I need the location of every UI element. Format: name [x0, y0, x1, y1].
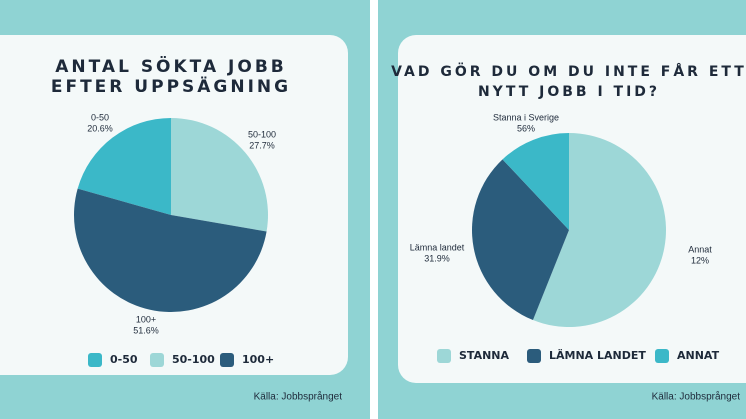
legend-label: LÄMNA LANDET [549, 348, 646, 362]
chart-title: ANTAL SÖKTA JOBB [55, 55, 286, 77]
legend-swatch [220, 353, 234, 367]
slice-label: Stanna i Sverige [493, 112, 559, 122]
legend-label: ANNAT [677, 349, 720, 362]
source: Källa: Jobbsprånget [652, 391, 741, 403]
slice-value-label: 20.6% [87, 123, 113, 133]
slice-value-label: 12% [691, 255, 709, 265]
slice-label: Annat [688, 244, 712, 254]
pie-slice [502, 133, 569, 230]
chart-title: NYTT JOBB I TID? [478, 84, 660, 100]
slice-label: Lämna landet [410, 242, 465, 252]
slice-value-label: 27.7% [249, 140, 275, 150]
chart-title: EFTER UPPSÄGNING [51, 75, 291, 97]
legend-label: STANNA [459, 349, 509, 362]
pie-slice [532, 133, 667, 328]
legend-swatch [527, 349, 541, 363]
legend-swatch [437, 349, 451, 363]
slice-label: 50-100 [248, 129, 276, 139]
legend-swatch [655, 349, 669, 363]
legend-swatch [88, 353, 102, 367]
legend-label: 100+ [242, 353, 274, 366]
pie-slice [77, 118, 171, 215]
legend-swatch [150, 353, 164, 367]
legend-label: 0-50 [110, 353, 138, 366]
pie-slice [472, 159, 569, 321]
chart-title: VAD GÖR DU OM DU INTE FÅR ETT [391, 62, 746, 80]
source: Källa: Jobbsprånget [254, 391, 343, 403]
slice-value-label: 31.9% [424, 253, 450, 263]
pie-slice [171, 118, 268, 232]
slice-value-label: 51.6% [133, 325, 159, 335]
legend-label: 50-100 [172, 353, 215, 366]
slice-value-label: 56% [517, 123, 535, 133]
pie-slice [73, 188, 267, 313]
slice-label: 100+ [136, 314, 156, 324]
slice-label: 0-50 [91, 112, 109, 122]
